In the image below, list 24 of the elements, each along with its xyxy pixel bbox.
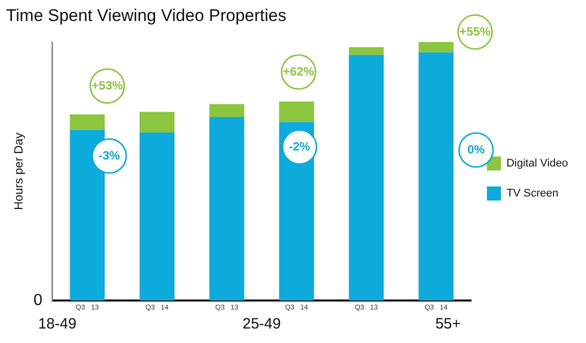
bar bbox=[140, 132, 174, 301]
bar bbox=[418, 52, 454, 301]
text: 0 bbox=[33, 292, 42, 310]
annotation: +62% bbox=[283, 64, 314, 78]
bar bbox=[209, 116, 244, 301]
annotation: +53% bbox=[92, 78, 124, 92]
bar bbox=[418, 42, 454, 52]
bar bbox=[348, 54, 384, 301]
bar bbox=[279, 101, 314, 122]
bar bbox=[209, 104, 244, 117]
text: 18-49 bbox=[38, 316, 76, 333]
chart-title: Time Spent Viewing Video Properties bbox=[6, 6, 286, 26]
legend-label: Digital Video bbox=[506, 158, 568, 170]
text: +55% bbox=[460, 24, 491, 38]
annotation: -2% bbox=[288, 139, 311, 154]
text: 55+ bbox=[435, 316, 462, 333]
annotation: -3% bbox=[98, 148, 120, 162]
text: 25-49 bbox=[242, 316, 281, 333]
legend-label: TV Screen bbox=[506, 188, 558, 200]
annotation: 0% bbox=[467, 142, 486, 156]
bar bbox=[348, 47, 384, 55]
bar bbox=[70, 114, 105, 130]
y-axis-title: Hours per Day bbox=[12, 132, 26, 210]
bar bbox=[140, 112, 174, 133]
